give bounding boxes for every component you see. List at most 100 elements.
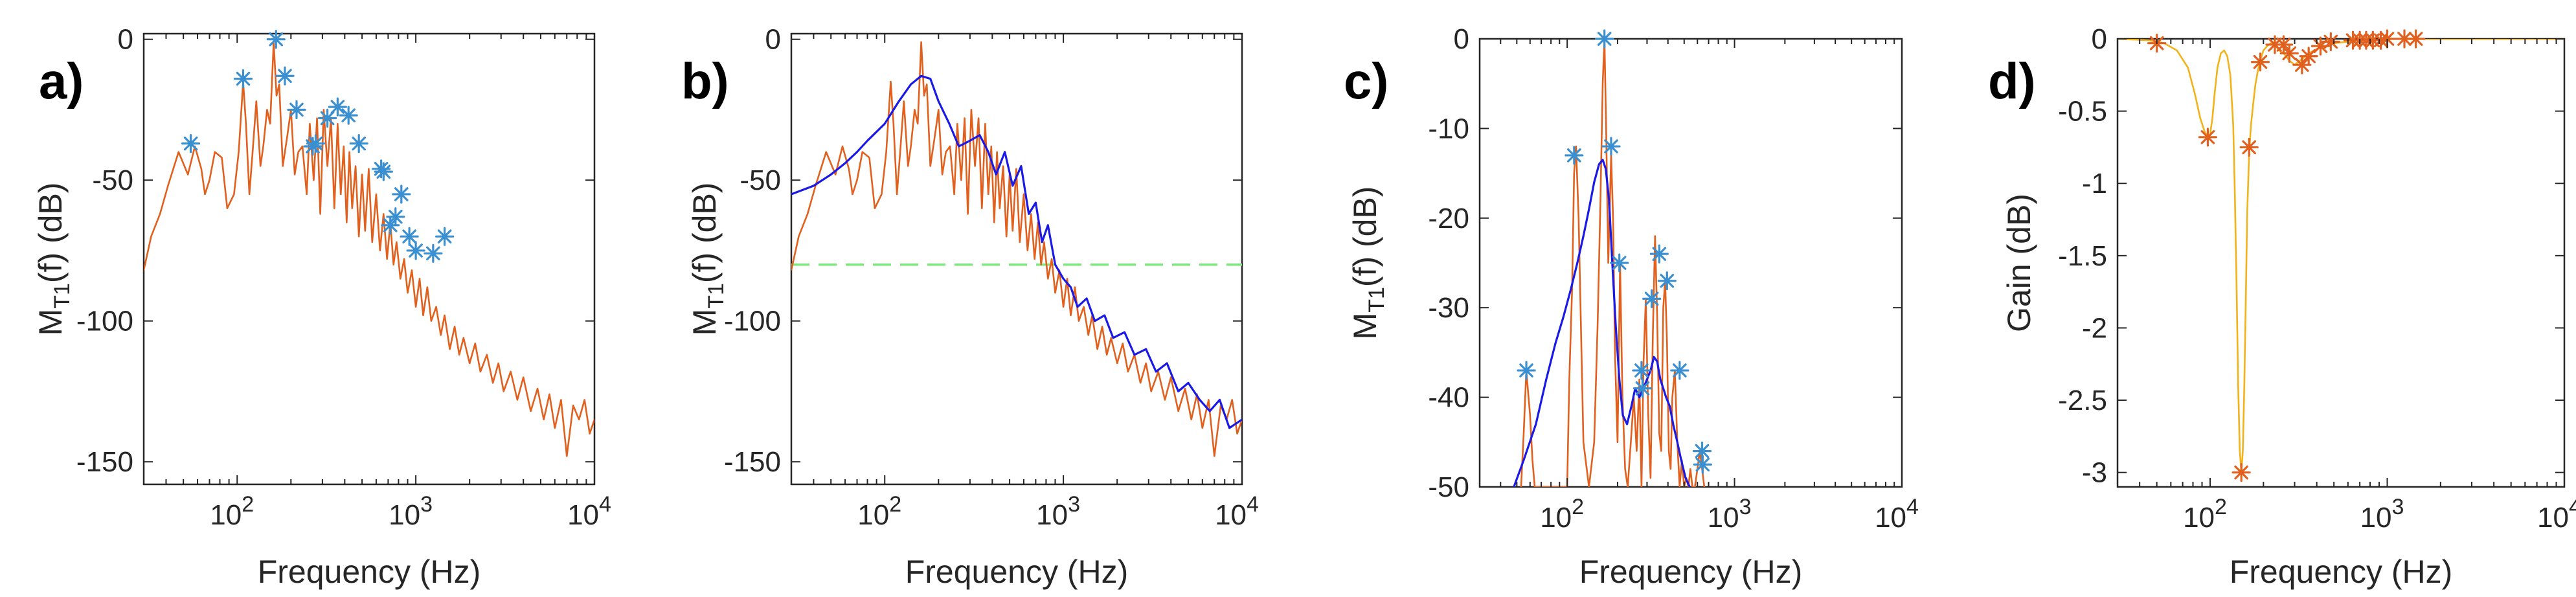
- marker-stroke: [1519, 363, 1533, 377]
- y-tick-label: 0: [1454, 23, 1469, 55]
- marker-stroke: [1612, 256, 1627, 270]
- x-axis-label: Frequency (Hz): [1579, 554, 1803, 590]
- x-tick-exponent: 2: [1572, 495, 1584, 519]
- x-tick-label: 103: [2360, 495, 2404, 534]
- x-tick-base: 10: [2360, 502, 2392, 534]
- y-label-main: M: [32, 309, 69, 336]
- x-axis-label: Frequency (Hz): [258, 554, 481, 590]
- panel-letter: a): [39, 52, 84, 109]
- series-line-envelope: [1513, 159, 1691, 487]
- y-tick-label: -0.5: [2058, 96, 2107, 128]
- marker-stroke: [2295, 58, 2309, 72]
- marker-stroke: [2301, 49, 2316, 63]
- marker-stroke: [330, 100, 345, 114]
- axes-frame: [1478, 38, 1903, 488]
- x-tick-base: 10: [857, 499, 889, 531]
- peak-marker: [2321, 32, 2340, 52]
- peak-marker: [275, 66, 295, 85]
- series-line-gain: [2118, 39, 2564, 474]
- y-tick-label: -150: [724, 446, 781, 478]
- x-tick-base: 10: [1215, 499, 1247, 531]
- peak-marker: [406, 241, 425, 260]
- marker-stroke: [289, 102, 304, 117]
- x-tick-exponent: 4: [1906, 495, 1919, 519]
- y-tick-label: -50: [740, 164, 781, 196]
- y-label-subscript: T1: [704, 283, 729, 309]
- peak-marker: [424, 243, 443, 263]
- marker-stroke: [2200, 130, 2215, 144]
- marker-stroke: [1673, 363, 1687, 377]
- peak-marker: [266, 30, 286, 49]
- y-tick-label: -2.5: [2058, 385, 2107, 416]
- x-tick-exponent: 2: [2215, 495, 2227, 519]
- y-tick-label: -1.5: [2058, 240, 2107, 272]
- peak-marker: [1595, 29, 1614, 49]
- y-label-main: M: [686, 309, 723, 336]
- marker-stroke: [2242, 140, 2257, 155]
- y-axis-label: MT1(f) (dB): [1347, 186, 1389, 340]
- marker-stroke: [1567, 148, 1581, 163]
- marker-stroke: [389, 209, 403, 224]
- peak-marker: [2250, 52, 2270, 72]
- x-tick-label: 103: [389, 492, 433, 531]
- peak-marker: [339, 106, 358, 125]
- marker-stroke: [1634, 363, 1649, 377]
- marker-stroke: [1660, 273, 1675, 288]
- x-tick-label: 102: [2183, 495, 2227, 534]
- axes-frame: [790, 32, 1243, 486]
- peak-marker: [2292, 55, 2312, 74]
- y-label-subscript: T1: [1364, 287, 1389, 313]
- peak-marker: [2406, 29, 2426, 49]
- peak-marker: [1693, 455, 1712, 475]
- axes-frame: [142, 32, 596, 486]
- marker-stroke: [383, 218, 398, 232]
- marker-stroke: [1644, 291, 1659, 306]
- marker-stroke: [1635, 381, 1650, 396]
- marker-stroke: [278, 69, 292, 84]
- peak-marker: [233, 69, 253, 89]
- x-tick-exponent: 3: [1739, 495, 1752, 519]
- peak-marker: [1657, 271, 1677, 291]
- marker-stroke: [1604, 139, 1618, 153]
- x-tick-exponent: 4: [599, 492, 611, 517]
- y-axis-label: MT1(f) (dB): [32, 183, 74, 336]
- peak-marker: [435, 227, 455, 246]
- peak-marker: [1632, 361, 1651, 380]
- y-tick-label: -150: [76, 446, 133, 478]
- y-tick-label: -100: [724, 306, 781, 337]
- peak-marker: [1610, 253, 1629, 273]
- x-tick-exponent: 3: [420, 492, 433, 517]
- peak-marker: [349, 134, 368, 153]
- x-tick-label: 103: [1708, 495, 1752, 534]
- x-tick-base: 10: [2183, 502, 2215, 534]
- y-tick-label: -1: [2082, 168, 2107, 199]
- x-tick-base: 10: [389, 499, 420, 531]
- y-tick-label: -2: [2082, 312, 2107, 344]
- panel-letter: b): [681, 52, 729, 109]
- y-tick-label: 0: [2092, 23, 2107, 55]
- y-label-subscript: T1: [50, 283, 74, 309]
- y-tick-label: -10: [1428, 113, 1469, 144]
- x-axis-label: Frequency (Hz): [905, 554, 1129, 590]
- x-tick-exponent: 3: [1068, 492, 1080, 517]
- peak-marker: [328, 97, 347, 117]
- x-tick-exponent: 2: [242, 492, 254, 517]
- x-tick-label: 103: [1036, 492, 1080, 531]
- x-tick-base: 10: [1540, 502, 1572, 534]
- series-line-spectrum: [791, 41, 1242, 457]
- x-tick-base: 10: [210, 499, 242, 531]
- x-tick-label: 102: [210, 492, 254, 531]
- marker-stroke: [376, 164, 391, 179]
- peak-marker: [306, 134, 326, 153]
- y-label-tail: (f) (dB): [1347, 186, 1383, 287]
- marker-stroke: [352, 136, 366, 151]
- marker-stroke: [2253, 54, 2268, 69]
- marker-stroke: [1597, 32, 1612, 46]
- x-tick-exponent: 2: [889, 492, 901, 517]
- y-label-tail: (f) (dB): [686, 183, 723, 284]
- y-label-main: M: [1347, 313, 1383, 340]
- series-line-envelope: [791, 74, 1242, 429]
